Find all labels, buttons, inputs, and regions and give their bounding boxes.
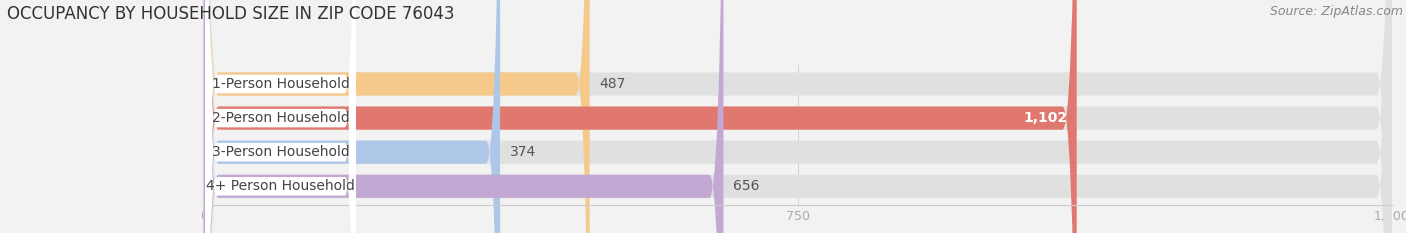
FancyBboxPatch shape	[205, 0, 356, 233]
Text: 3-Person Household: 3-Person Household	[212, 145, 350, 159]
Text: 656: 656	[733, 179, 759, 193]
Text: 1,102: 1,102	[1024, 111, 1067, 125]
FancyBboxPatch shape	[204, 0, 1077, 233]
Text: 374: 374	[509, 145, 536, 159]
Text: Source: ZipAtlas.com: Source: ZipAtlas.com	[1270, 5, 1403, 18]
Text: 4+ Person Household: 4+ Person Household	[207, 179, 356, 193]
FancyBboxPatch shape	[204, 0, 589, 233]
Text: OCCUPANCY BY HOUSEHOLD SIZE IN ZIP CODE 76043: OCCUPANCY BY HOUSEHOLD SIZE IN ZIP CODE …	[7, 5, 454, 23]
FancyBboxPatch shape	[205, 0, 356, 233]
Text: 487: 487	[599, 77, 626, 91]
FancyBboxPatch shape	[204, 0, 1392, 233]
Text: 2-Person Household: 2-Person Household	[212, 111, 350, 125]
FancyBboxPatch shape	[204, 0, 724, 233]
FancyBboxPatch shape	[204, 0, 501, 233]
FancyBboxPatch shape	[205, 0, 356, 233]
FancyBboxPatch shape	[205, 0, 356, 233]
FancyBboxPatch shape	[204, 0, 1392, 233]
Text: 1-Person Household: 1-Person Household	[212, 77, 350, 91]
FancyBboxPatch shape	[204, 0, 1392, 233]
FancyBboxPatch shape	[204, 0, 1392, 233]
